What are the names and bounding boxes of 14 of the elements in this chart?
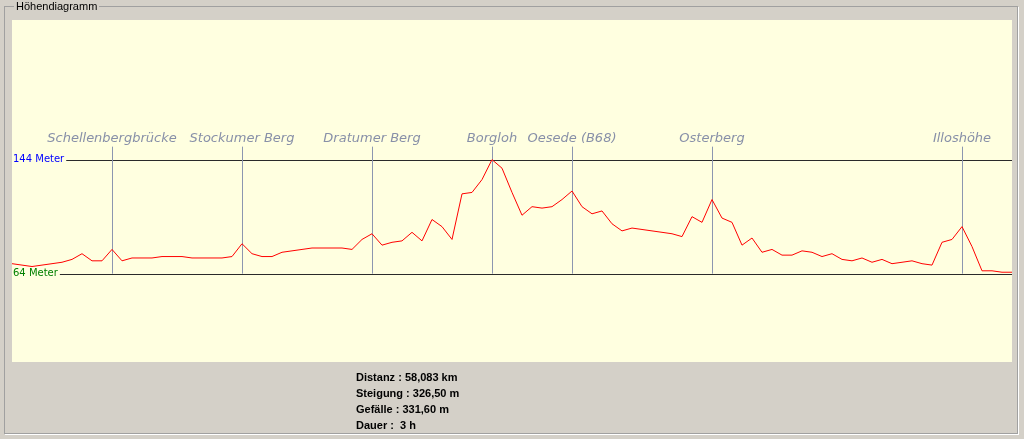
chart-title: Höhendiagramm: [14, 0, 100, 12]
text: Dauer : 3 h: [356, 418, 417, 433]
x-tick-label: Illoshöhe: [932, 129, 992, 145]
x-tick-label: Stockumer Berg: [189, 129, 295, 145]
x-tick-label: Borgloh: [466, 129, 518, 145]
y-tick-label: 64 Meter: [13, 267, 59, 279]
text: Steigung : 326,50 m: [356, 386, 460, 401]
text: Distanz : 58,083 km: [356, 370, 459, 385]
x-tick-label: Dratumer Berg: [323, 129, 421, 145]
y-tick-label: 144 Meter: [13, 153, 66, 165]
x-tick-label: Oesede (B68): [527, 129, 617, 145]
text: Gefälle : 331,60 m: [356, 402, 450, 417]
x-tick-label: Schellenbergbrücke: [47, 129, 177, 145]
x-tick-label: Osterberg: [679, 129, 745, 145]
